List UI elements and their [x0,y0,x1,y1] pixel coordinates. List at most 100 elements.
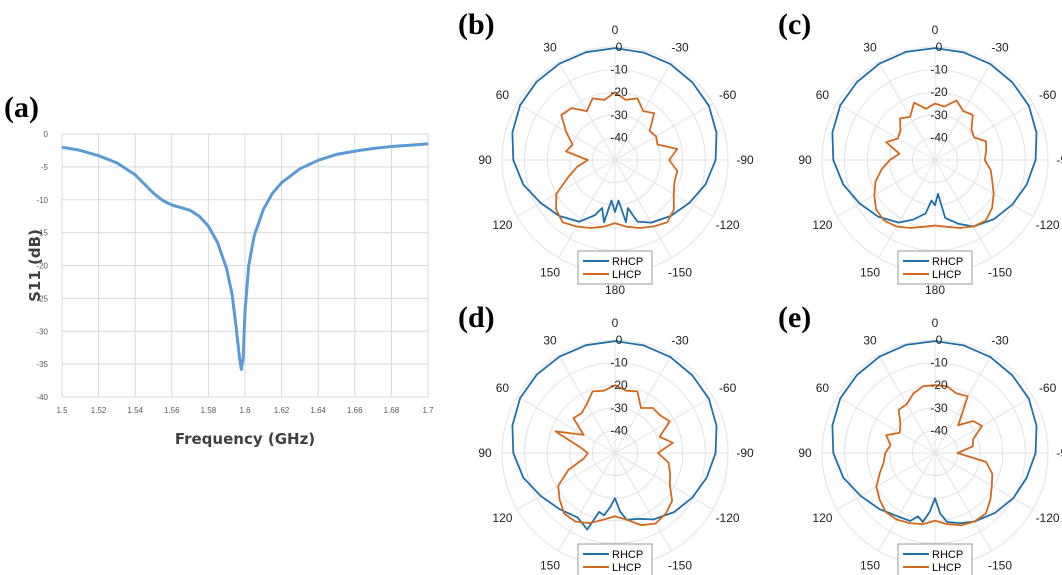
radial-tick-label: -30 [610,401,628,415]
y-tick-label: -15 [36,229,48,238]
panel-label-b: (b) [458,8,495,41]
radial-tick-label: -30 [930,108,948,122]
polar-spoke [836,159,936,217]
y-tick-label: -30 [36,327,48,336]
polar-spoke [516,452,616,510]
x-tick-label: 1.64 [310,406,326,415]
y-tick-label: -20 [36,262,48,271]
y-tick-label: -25 [36,294,48,303]
radial-tick-label: -20 [930,378,948,392]
legend-label: LHCP [932,562,961,574]
radial-tick-label: -40 [610,423,628,437]
polar-spoke [836,452,936,510]
angle-tick-label: 180 [605,283,625,297]
y-tick-label: -5 [41,163,49,172]
angle-tick-label: 60 [816,88,830,102]
angle-tick-label: -30 [671,40,689,54]
y-tick-label: -10 [36,196,48,205]
angle-tick-label: 0 [932,23,939,37]
y-tick-label: -35 [36,360,48,369]
lhcp-pattern [873,99,995,229]
s11-chart: 1.5 1.52 1.54 1.56 1.58 1.6 1.62 1.64 1.66 1.68 1.… [26,130,434,448]
rhcp-pattern [511,47,718,224]
polar-spoke [516,159,616,217]
radial-tick-label: -40 [930,423,948,437]
angle-tick-label: 60 [496,381,510,395]
angle-tick-label: -60 [719,88,737,102]
angle-tick-label: 120 [492,218,512,232]
y-axis-title: S11 (dB) [26,229,44,302]
polar-spoke [614,452,714,510]
legend-label: RHCP [932,256,963,268]
x-tick-label: 1.52 [91,406,107,415]
lhcp-pattern [875,384,994,527]
radial-tick-label: -20 [610,85,628,99]
x-tick-label: 1.66 [347,406,363,415]
angle-tick-label: 180 [925,283,945,297]
angle-tick-label: 60 [816,381,830,395]
radial-tick-label: 0 [936,40,943,54]
angle-tick-label: -150 [988,266,1012,280]
polar-spoke [934,354,992,454]
legend-label: RHCP [612,549,643,561]
legend-label: RHCP [612,256,643,268]
s11-line [61,142,429,371]
angle-tick-label: -120 [716,511,740,525]
polar-spoke [614,396,714,454]
polar-spoke [558,452,616,552]
radial-tick-label: -10 [930,63,948,77]
radial-tick-label: -10 [610,356,628,370]
x-tick-label: 1.62 [274,406,290,415]
polar-spoke [934,452,992,552]
angle-tick-label: -120 [1036,218,1060,232]
angle-tick-label: -90 [1056,153,1062,167]
y-tick-label: 0 [44,130,49,139]
angle-tick-label: -30 [991,40,1009,54]
polar-chart-e: 0306090120150180-150-120-90-60-300-10-20… [798,316,1062,575]
panel-label-d: (d) [458,301,495,334]
angle-tick-label: -30 [671,333,689,347]
angle-tick-label: 0 [612,316,619,330]
polar-spoke [934,396,1034,454]
rhcp-pattern [831,47,1038,228]
y-tick-label: -40 [36,393,48,402]
polar-spoke [878,159,936,259]
legend-box [577,250,653,285]
angle-tick-label: -120 [1036,511,1060,525]
radial-tick-label: -40 [610,130,628,144]
radial-tick-label: -20 [610,378,628,392]
polar-spoke [878,61,936,161]
polar-spoke [934,159,992,259]
angle-tick-label: 60 [496,88,510,102]
polar-spoke [614,103,714,161]
panel-label-c: (c) [778,8,812,41]
polar-spoke [614,354,672,454]
angle-tick-label: 120 [812,511,832,525]
radial-tick-label: -30 [610,108,628,122]
legend-label: RHCP [932,549,963,561]
radial-tick-label: 0 [936,333,943,347]
lhcp-pattern [554,384,674,527]
angle-tick-label: 30 [543,40,557,54]
radial-tick-label: -40 [930,130,948,144]
angle-tick-label: 30 [863,40,877,54]
polar-spoke [878,452,936,552]
angle-tick-label: -120 [716,218,740,232]
angle-tick-label: -60 [719,381,737,395]
radial-tick-label: -30 [930,401,948,415]
polar-spoke [614,452,672,552]
polar-chart-b: 0 30 60 90 120 150 180 -150 -120 -90 -60 -30 0 -10 -20… [478,23,754,297]
angle-tick-label: 30 [543,333,557,347]
angle-tick-label: 90 [478,446,492,460]
angle-tick-label: -60 [1039,381,1057,395]
legend-box [897,543,973,575]
radial-tick-label: -10 [930,356,948,370]
legend-box [577,543,653,575]
x-tick-label: 1.68 [384,406,400,415]
x-tick-label: 1.56 [164,406,180,415]
angle-tick-label: 90 [798,446,812,460]
polar-spoke [934,103,1034,161]
angle-tick-label: -150 [668,559,692,573]
angle-tick-label: -90 [1056,446,1062,460]
angle-tick-label: -60 [1039,88,1057,102]
